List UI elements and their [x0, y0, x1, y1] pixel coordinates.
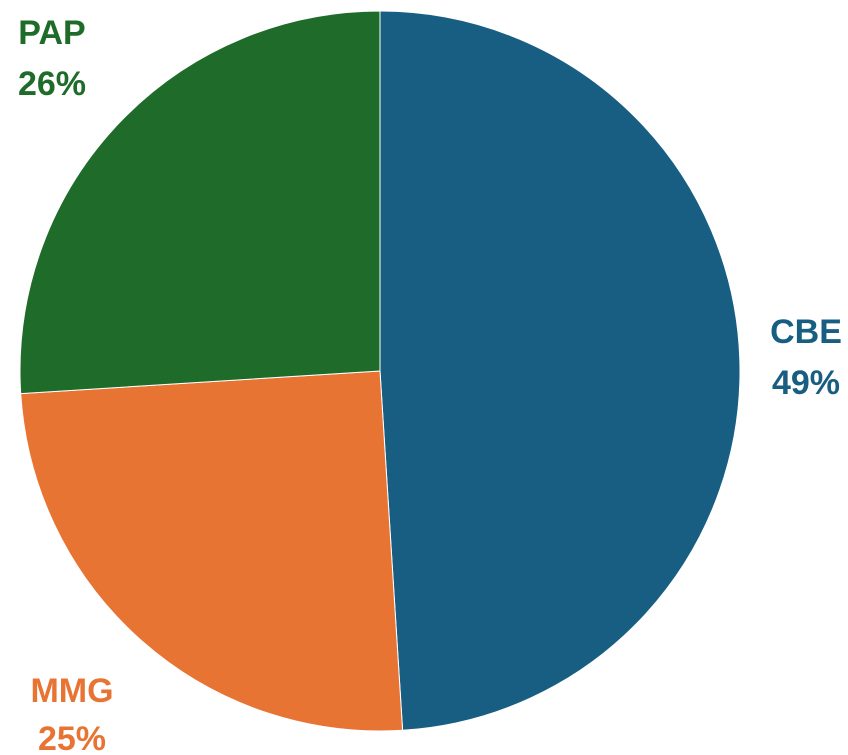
slice-mmg	[20, 370, 404, 732]
slice-label-pap-name: PAP	[18, 14, 85, 52]
slice-cbe	[379, 10, 741, 731]
pie-slices	[19, 10, 741, 732]
slice-label-cbe-percent: 49%	[772, 364, 840, 402]
slice-label-mmg-name: MMG	[30, 672, 113, 710]
slice-pap	[19, 10, 381, 395]
slice-label-pap-percent: 26%	[18, 65, 86, 103]
slice-label-cbe-name: CBE	[770, 313, 842, 351]
slice-label-mmg-percent: 25%	[38, 720, 106, 755]
pie-labels: CBE 49% MMG 25% PAP 26%	[18, 14, 842, 755]
